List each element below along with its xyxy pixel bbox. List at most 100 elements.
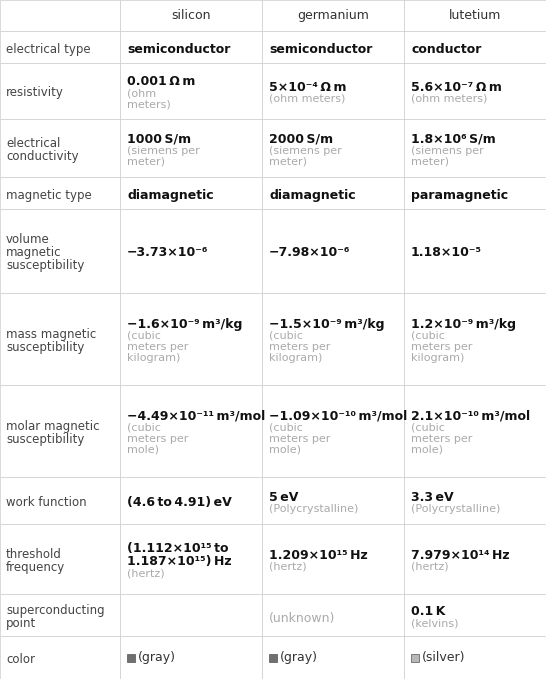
Text: silicon: silicon — [171, 10, 211, 22]
Text: kilogram): kilogram) — [269, 353, 323, 363]
Text: semiconductor: semiconductor — [269, 43, 372, 56]
Bar — [0, 636, 120, 679]
Bar — [404, 524, 546, 593]
Text: −1.09×10⁻¹⁰ m³/mol: −1.09×10⁻¹⁰ m³/mol — [269, 410, 407, 423]
Bar — [0, 477, 120, 524]
Text: kilogram): kilogram) — [127, 353, 181, 363]
Text: 5×10⁻⁴ Ω m: 5×10⁻⁴ Ω m — [269, 81, 347, 94]
Bar — [404, 0, 546, 31]
Text: mole): mole) — [411, 445, 443, 455]
Text: meters per: meters per — [127, 342, 188, 352]
Bar — [120, 293, 262, 385]
Bar — [120, 0, 262, 31]
Text: (siemens per: (siemens per — [127, 145, 200, 155]
Text: 1.2×10⁻⁹ m³/kg: 1.2×10⁻⁹ m³/kg — [411, 318, 516, 331]
Bar — [269, 654, 277, 661]
Text: (1.112×10¹⁵ to: (1.112×10¹⁵ to — [127, 543, 229, 555]
Bar — [262, 524, 404, 593]
Bar — [404, 477, 546, 524]
Text: electrical: electrical — [6, 137, 61, 150]
Bar — [0, 524, 120, 593]
Text: mass magnetic: mass magnetic — [6, 328, 96, 341]
Bar — [0, 593, 120, 636]
Bar — [120, 208, 262, 293]
Text: 0.001 Ω m: 0.001 Ω m — [127, 75, 195, 88]
Text: (silver): (silver) — [422, 651, 466, 664]
Text: susceptibility: susceptibility — [6, 341, 85, 354]
Bar — [262, 177, 404, 208]
Text: point: point — [6, 617, 36, 630]
Text: (hertz): (hertz) — [269, 562, 307, 572]
Text: volume: volume — [6, 234, 50, 246]
Bar — [404, 636, 546, 679]
Bar — [120, 593, 262, 636]
Text: color: color — [6, 653, 35, 666]
Bar — [0, 177, 120, 208]
Text: conductivity: conductivity — [6, 150, 79, 163]
Text: 3.3 eV: 3.3 eV — [411, 490, 454, 504]
Text: paramagnetic: paramagnetic — [411, 189, 508, 202]
Text: (gray): (gray) — [280, 651, 318, 664]
Text: 7.979×10¹⁴ Hz: 7.979×10¹⁴ Hz — [411, 549, 509, 562]
Bar — [411, 654, 419, 661]
Bar — [404, 63, 546, 119]
Text: (cubic: (cubic — [127, 331, 161, 341]
Text: meters per: meters per — [411, 342, 472, 352]
Text: 5.6×10⁻⁷ Ω m: 5.6×10⁻⁷ Ω m — [411, 81, 502, 94]
Bar — [120, 177, 262, 208]
Text: germanium: germanium — [297, 10, 369, 22]
Text: (cubic: (cubic — [127, 423, 161, 433]
Bar — [404, 293, 546, 385]
Bar — [120, 636, 262, 679]
Bar — [0, 385, 120, 477]
Text: (siemens per: (siemens per — [411, 145, 484, 155]
Bar — [262, 293, 404, 385]
Text: conductor: conductor — [411, 43, 482, 56]
Text: (cubic: (cubic — [269, 423, 303, 433]
Text: superconducting: superconducting — [6, 604, 105, 617]
Text: meter): meter) — [411, 157, 449, 166]
Text: (unknown): (unknown) — [269, 612, 335, 625]
Bar — [262, 31, 404, 63]
Bar — [404, 385, 546, 477]
Text: lutetium: lutetium — [449, 10, 501, 22]
Text: −4.49×10⁻¹¹ m³/mol: −4.49×10⁻¹¹ m³/mol — [127, 410, 265, 423]
Text: meters): meters) — [127, 99, 171, 109]
Text: 1.187×10¹⁵) Hz: 1.187×10¹⁵) Hz — [127, 555, 232, 568]
Bar — [0, 31, 120, 63]
Text: magnetic type: magnetic type — [6, 189, 92, 202]
Text: (hertz): (hertz) — [411, 562, 449, 572]
Text: magnetic: magnetic — [6, 246, 62, 259]
Text: mole): mole) — [269, 445, 301, 455]
Text: 1.8×10⁶ S/m: 1.8×10⁶ S/m — [411, 132, 496, 145]
Text: (ohm: (ohm — [127, 88, 156, 98]
Text: meters per: meters per — [127, 434, 188, 444]
Text: meters per: meters per — [411, 434, 472, 444]
Text: mole): mole) — [127, 445, 159, 455]
Bar — [404, 119, 546, 177]
Bar — [120, 385, 262, 477]
Text: −3.73×10⁻⁶: −3.73×10⁻⁶ — [127, 246, 209, 259]
Text: diamagnetic: diamagnetic — [269, 189, 355, 202]
Bar — [404, 177, 546, 208]
Bar — [262, 593, 404, 636]
Bar — [0, 0, 120, 31]
Text: 1.209×10¹⁵ Hz: 1.209×10¹⁵ Hz — [269, 549, 368, 562]
Text: −1.6×10⁻⁹ m³/kg: −1.6×10⁻⁹ m³/kg — [127, 318, 242, 331]
Text: frequency: frequency — [6, 561, 66, 574]
Text: susceptibility: susceptibility — [6, 433, 85, 446]
Text: (Polycrystalline): (Polycrystalline) — [269, 504, 359, 513]
Bar — [120, 524, 262, 593]
Text: 1.18×10⁻⁵: 1.18×10⁻⁵ — [411, 246, 482, 259]
Text: meters per: meters per — [269, 342, 330, 352]
Text: electrical type: electrical type — [6, 43, 91, 56]
Text: meters per: meters per — [269, 434, 330, 444]
Text: (4.6 to 4.91) eV: (4.6 to 4.91) eV — [127, 496, 232, 509]
Text: 1000 S/m: 1000 S/m — [127, 132, 191, 145]
Bar — [127, 654, 135, 661]
Bar — [404, 31, 546, 63]
Bar — [262, 0, 404, 31]
Text: (cubic: (cubic — [269, 331, 303, 341]
Text: (hertz): (hertz) — [127, 568, 165, 579]
Text: (kelvins): (kelvins) — [411, 618, 459, 628]
